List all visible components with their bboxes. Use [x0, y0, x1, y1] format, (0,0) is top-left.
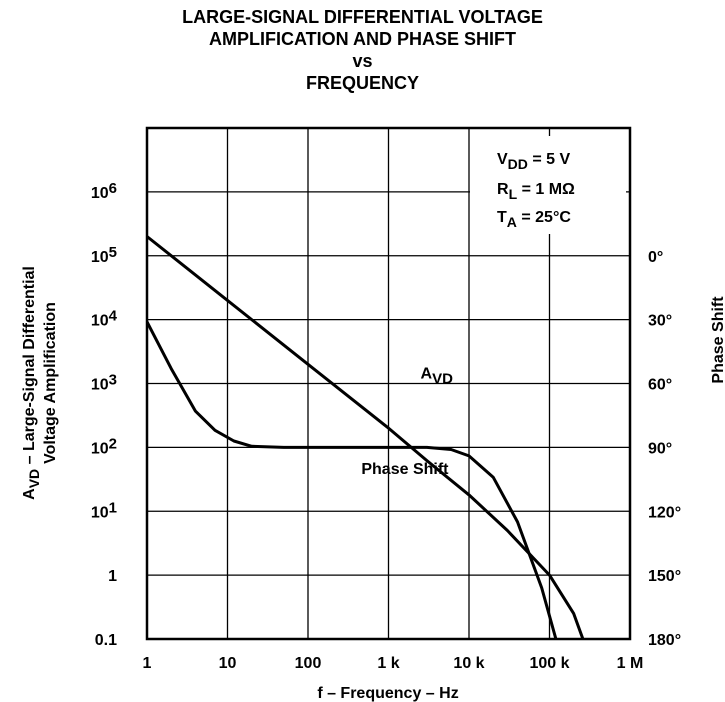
y-tick-label: 106	[91, 180, 117, 202]
y2-tick-label: 180°	[648, 632, 681, 649]
y2-tick-label: 90°	[648, 440, 672, 457]
condition-vdd: VDD = 5 V	[497, 151, 570, 172]
x-tick-label: 10 k	[453, 655, 484, 672]
y-tick-label: 104	[91, 308, 118, 330]
x-tick-label: 10	[219, 655, 237, 672]
y-tick-label: 102	[91, 435, 117, 457]
y2-tick-label: 0°	[648, 249, 663, 266]
x-tick-label: 100 k	[529, 655, 569, 672]
y-tick-label: 103	[91, 372, 117, 394]
phase-shift-series-label: Phase Shift	[361, 461, 449, 478]
condition-rl: RL = 1 MΩ	[497, 181, 575, 202]
y-axis-label-main: A	[21, 488, 38, 500]
y-axis-label-rest: – Large-Signal Differential	[21, 266, 38, 469]
y2-axis-label: Phase Shift	[710, 296, 725, 384]
x-tick-label: 1 k	[377, 655, 399, 672]
condition-ta: TA = 25°C	[497, 209, 571, 230]
chart-title-line-2: AMPLIFICATION AND PHASE SHIFT	[209, 29, 516, 49]
chart-title-line-3: vs	[352, 51, 373, 71]
x-tick-label: 1	[143, 655, 152, 672]
y-tick-label: 1	[108, 568, 117, 585]
phase-shift-curve	[147, 320, 558, 639]
y2-tick-label: 60°	[648, 377, 672, 394]
avd-label-sub: VD	[432, 370, 453, 387]
y2-tick-label: 120°	[648, 504, 681, 521]
avd-curve	[147, 235, 585, 639]
y-axis-label-line-1: AVD – Large-Signal Differential	[21, 266, 42, 500]
x-tick-label: 1 M	[617, 655, 644, 672]
y-axis-label-sub: VD	[26, 469, 42, 488]
avd-series-label: AVD	[421, 365, 454, 387]
conditions-background	[470, 136, 626, 234]
plot-frame	[145, 126, 632, 641]
conditions-box: VDD = 5 V RL = 1 MΩ TA = 25°C	[497, 151, 575, 230]
y-tick-label: 0.1	[95, 632, 117, 649]
y-axis-label-line-2: Voltage Amplification	[42, 302, 59, 464]
x-tick-label: 100	[295, 655, 322, 672]
y2-tick-label: 30°	[648, 313, 672, 330]
y-tick-label: 105	[91, 244, 117, 266]
avd-label-main: A	[421, 365, 433, 382]
series-group	[147, 235, 585, 639]
chart-title-line-4: FREQUENCY	[305, 73, 419, 93]
x-axis-label: f – Frequency – Hz	[317, 685, 458, 702]
chart-title-line-1: LARGE-SIGNAL DIFFERENTIAL VOLTAGE	[182, 7, 543, 27]
tick-labels: 1 10 100 1 k 10 k 100 k 1 M 0.1 1 101 102 103 104 105…	[91, 180, 681, 672]
y2-tick-label: 150°	[648, 568, 681, 585]
y-tick-label: 101	[91, 499, 117, 521]
